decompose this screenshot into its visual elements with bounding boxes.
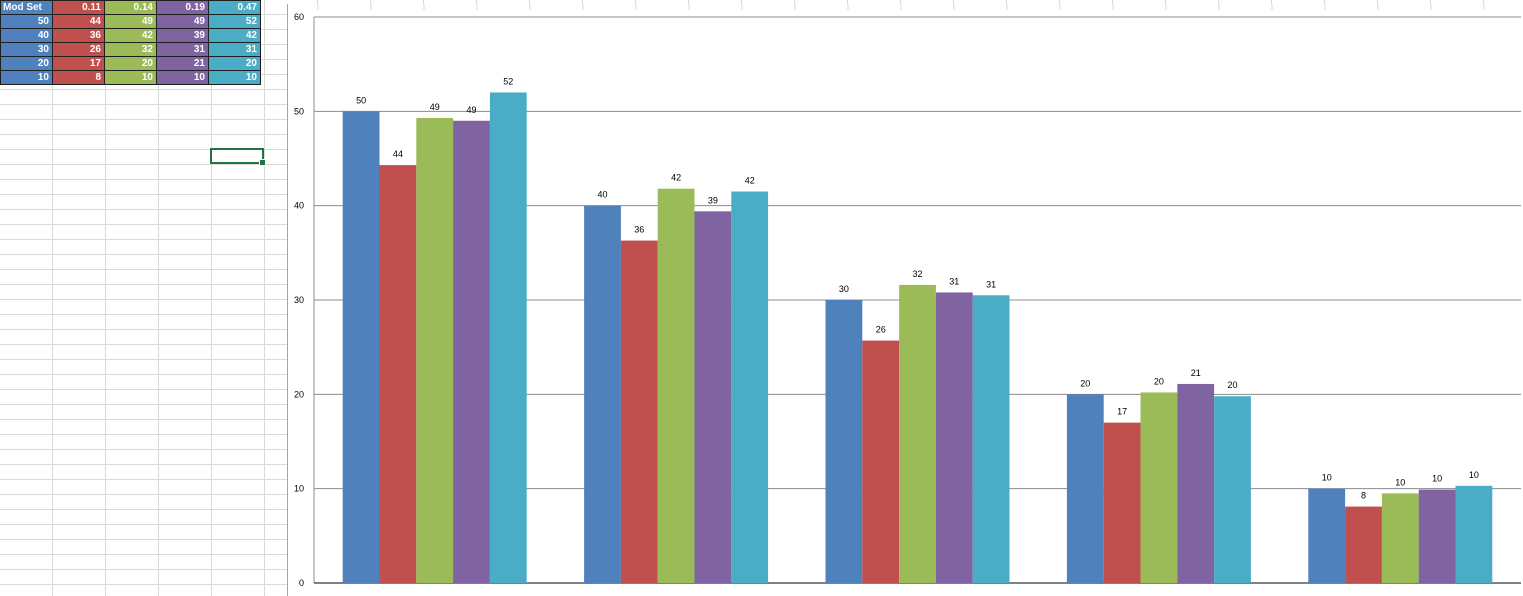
- data-label: 49: [430, 102, 440, 112]
- data-label: 17: [1117, 407, 1127, 417]
- y-tick-label: 0: [299, 578, 304, 588]
- bar: [379, 165, 417, 583]
- data-label: 20: [1227, 380, 1237, 390]
- table-header-cell[interactable]: 0.14: [104, 0, 157, 15]
- table-cell[interactable]: 49: [156, 14, 209, 29]
- y-tick-label: 10: [294, 484, 304, 494]
- data-label: 31: [986, 279, 996, 289]
- table-cell[interactable]: 40: [0, 28, 53, 43]
- bar: [1177, 383, 1215, 583]
- data-table: Mod Set 0.11 0.14 0.19 0.47 50 44 49 49 52 40 36 42 3…: [0, 0, 261, 85]
- table-header-cell[interactable]: 0.47: [208, 0, 261, 15]
- table-cell[interactable]: 42: [208, 28, 261, 43]
- table-cell[interactable]: 31: [156, 42, 209, 57]
- table-cell[interactable]: 36: [52, 28, 105, 43]
- bar: [657, 188, 695, 584]
- table-row: 40 36 42 39 42: [0, 28, 261, 43]
- table-header-cell[interactable]: 0.11: [52, 0, 105, 15]
- table-cell[interactable]: 31: [208, 42, 261, 57]
- bar: [1066, 394, 1104, 583]
- table-row: 20 17 20 21 20: [0, 56, 261, 71]
- data-label: 21: [1191, 368, 1201, 378]
- bar: [1381, 493, 1419, 583]
- bar: [935, 292, 973, 583]
- table-cell[interactable]: 21: [156, 56, 209, 71]
- bar: [1308, 488, 1346, 583]
- data-label: 10: [1432, 474, 1442, 484]
- data-label: 40: [597, 190, 607, 200]
- bar: [1140, 392, 1178, 583]
- data-label: 10: [1469, 470, 1479, 480]
- table-cell[interactable]: 44: [52, 14, 105, 29]
- bar: [825, 300, 863, 583]
- y-tick-label: 30: [294, 295, 304, 305]
- data-label: 26: [876, 325, 886, 335]
- y-tick-label: 50: [294, 106, 304, 116]
- bar: [453, 120, 490, 584]
- bar: [620, 240, 658, 583]
- data-label: 20: [1154, 376, 1164, 386]
- table-cell[interactable]: 8: [52, 70, 105, 85]
- table-cell[interactable]: 10: [208, 70, 261, 85]
- table-cell[interactable]: 20: [208, 56, 261, 71]
- data-label: 8: [1361, 491, 1366, 501]
- data-label: 31: [949, 276, 959, 286]
- bar: [731, 191, 769, 583]
- bar: [416, 117, 454, 583]
- table-cell[interactable]: 30: [0, 42, 53, 57]
- data-label: 52: [503, 76, 513, 86]
- table-cell[interactable]: 32: [104, 42, 157, 57]
- bar: [489, 92, 527, 583]
- bar: [1345, 506, 1382, 583]
- table-row: 10 8 10 10 10: [0, 70, 261, 85]
- data-label: 49: [466, 105, 476, 115]
- table-cell[interactable]: 42: [104, 28, 157, 43]
- fill-handle[interactable]: [259, 159, 266, 166]
- chart-area[interactable]: 0 10 20 30 40 50 60 50 40 30 20 10 44 36 26 17 8 49 42 32 20…: [287, 4, 1523, 596]
- bar: [694, 211, 732, 583]
- table-row: 30 26 32 31 31: [0, 42, 261, 57]
- data-label: 10: [1395, 477, 1405, 487]
- table-cell[interactable]: 10: [0, 70, 53, 85]
- data-label: 42: [745, 176, 755, 186]
- bar: [899, 284, 936, 583]
- bar: [1418, 489, 1456, 583]
- table-cell[interactable]: 10: [156, 70, 209, 85]
- table-cell[interactable]: 49: [104, 14, 157, 29]
- table-cell[interactable]: 26: [52, 42, 105, 57]
- table-cell[interactable]: 20: [104, 56, 157, 71]
- data-label: 44: [393, 149, 403, 159]
- bar: [1103, 422, 1141, 583]
- selected-cell[interactable]: [210, 148, 266, 166]
- data-label: 10: [1322, 473, 1332, 483]
- table-cell[interactable]: 10: [104, 70, 157, 85]
- bar: [972, 295, 1010, 583]
- data-label: 32: [912, 269, 922, 279]
- table-header-row: Mod Set 0.11 0.14 0.19 0.47: [0, 0, 261, 15]
- table-cell[interactable]: 50: [0, 14, 53, 29]
- table-cell[interactable]: 52: [208, 14, 261, 29]
- table-header-cell[interactable]: 0.19: [156, 0, 209, 15]
- table-header-cell[interactable]: Mod Set: [0, 0, 53, 15]
- data-label: 20: [1080, 378, 1090, 388]
- y-tick-label: 60: [294, 12, 304, 22]
- bar: [1455, 485, 1493, 583]
- data-label: 36: [634, 225, 644, 235]
- table-cell[interactable]: 39: [156, 28, 209, 43]
- bar: [342, 111, 380, 583]
- data-label: 50: [356, 95, 366, 105]
- data-label: 39: [708, 195, 718, 205]
- bar: [584, 205, 621, 583]
- table-cell[interactable]: 17: [52, 56, 105, 71]
- table-cell[interactable]: 20: [0, 56, 53, 71]
- bar: [862, 340, 900, 583]
- y-tick-label: 40: [294, 201, 304, 211]
- data-label: 42: [671, 173, 681, 183]
- table-row: 50 44 49 49 52: [0, 14, 261, 29]
- bar-chart: 0 10 20 30 40 50 60 50 40 30 20 10 44 36 26 17 8 49 42 32 20…: [294, 4, 1521, 588]
- data-label: 30: [839, 284, 849, 294]
- bar: [1214, 396, 1251, 583]
- y-tick-label: 20: [294, 389, 304, 399]
